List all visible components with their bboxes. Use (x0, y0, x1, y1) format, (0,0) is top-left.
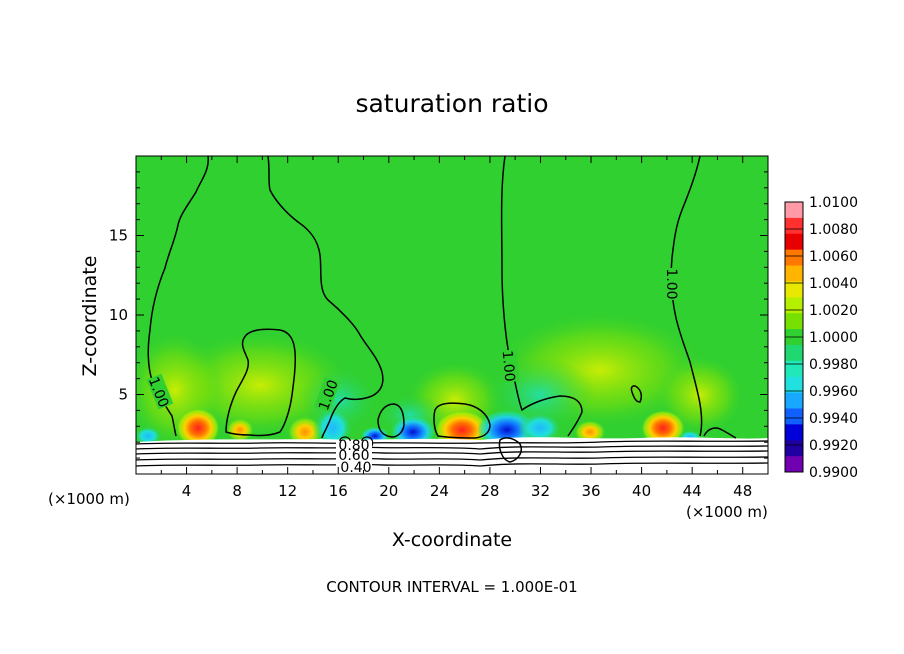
colorbar-label: 1.0040 (809, 276, 858, 292)
colorbar-label: 0.9980 (809, 357, 858, 373)
x-tick-label: 40 (632, 482, 651, 500)
colorbar-swatch (785, 424, 803, 441)
colorbar-swatch (785, 217, 803, 235)
x-tick-label: 32 (531, 482, 550, 500)
colorbar-swatch (785, 408, 803, 425)
colorbar-label: 1.0080 (809, 222, 858, 238)
colorbar-label: 1.0100 (809, 195, 858, 211)
contour-label: 0.60 (338, 448, 369, 464)
colorbar-swatch (785, 440, 803, 457)
x-tick-label: 4 (182, 482, 192, 500)
colorbar-swatch (785, 376, 803, 394)
x-tick-label: 16 (329, 482, 348, 500)
hotspot-1 (176, 408, 220, 448)
colorbar-label: 1.0000 (809, 330, 858, 346)
x-axis-ticks: 4 8 12 16 20 24 28 32 36 40 44 48 (160, 156, 752, 500)
colorbar-swatch (785, 360, 803, 378)
colorbar-swatch (785, 202, 803, 219)
contour-label: 1.00 (499, 350, 518, 382)
colorbar-label: 0.9920 (809, 438, 858, 454)
x-tick-label: 8 (232, 482, 242, 500)
colorbar-label: 0.9900 (809, 465, 858, 481)
x-tick-label: 36 (581, 482, 600, 500)
colorbar-swatch (785, 344, 803, 362)
colorbar-swatch (785, 313, 803, 330)
hotspot-4 (641, 410, 685, 446)
saturation-field: 1.00 1.00 1.00 1.00 0.80 0.60 0.40 (136, 156, 768, 474)
x-tick-label: 48 (733, 482, 752, 500)
contour-lines-low (136, 436, 768, 467)
colorbar-label: 1.0060 (809, 249, 858, 265)
colorbar-swatch (785, 392, 803, 409)
colorbar-swatch (785, 233, 803, 251)
colorbar-swatch (785, 281, 803, 298)
x-tick-label: 28 (480, 482, 499, 500)
contour-label: 1.00 (663, 268, 679, 299)
y-tick-label: 5 (118, 386, 128, 404)
x-unit-left: (×1000 m) (48, 490, 130, 508)
contour-interval-note: CONTOUR INTERVAL = 1.000E-01 (326, 578, 577, 596)
colorbar-swatch (785, 249, 803, 267)
x-unit-right: (×1000 m) (686, 503, 768, 521)
colorbar-label: 1.0020 (809, 303, 858, 319)
colorbar-swatch (785, 297, 803, 314)
x-axis-label: X-coordinate (392, 529, 512, 551)
contour-label: 0.80 (338, 438, 369, 454)
x-tick-label: 44 (683, 482, 702, 500)
colorbar-swatch (785, 456, 803, 473)
chart-title: saturation ratio (355, 89, 548, 118)
x-tick-label: 20 (379, 482, 398, 500)
colorbar-swatch (785, 265, 803, 282)
x-tick-label: 12 (278, 482, 297, 500)
contour-lines-1.00 (147, 156, 737, 463)
x-tick-label: 24 (430, 482, 449, 500)
y-axis-ticks: 5 10 15 (109, 171, 768, 459)
colorbar-label: 0.9960 (809, 384, 858, 400)
y-tick-label: 10 (109, 306, 128, 324)
y-tick-label: 15 (109, 227, 128, 245)
colorbar: 1.0100 1.0080 1.0060 1.0040 1.0020 1.0000 0.99… (784, 195, 858, 481)
y-axis-label: Z-coordinate (79, 256, 101, 377)
colorbar-label: 0.9940 (809, 411, 858, 427)
